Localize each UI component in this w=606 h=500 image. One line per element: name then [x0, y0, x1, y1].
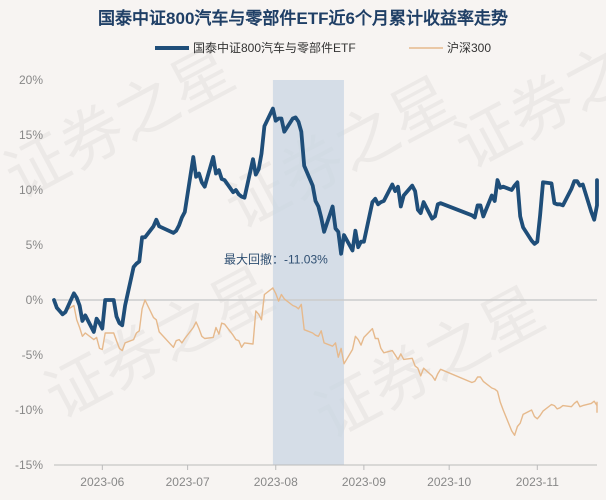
- y-tick-label: 15%: [19, 128, 43, 142]
- x-tick-label: 2023-09: [342, 475, 386, 489]
- x-tick-label: 2023-06: [80, 475, 124, 489]
- chart-title: 国泰中证800汽车与零部件ETF近6个月累计收益率走势: [98, 8, 508, 28]
- y-tick-label: 20%: [19, 73, 43, 87]
- y-tick-label: -10%: [15, 403, 43, 417]
- max-drawdown-band: [272, 80, 344, 465]
- legend-label-index: 沪深300: [447, 41, 491, 55]
- series-line-index: [53, 287, 598, 436]
- y-tick-label: -5%: [22, 348, 44, 362]
- x-tick-label: 2023-08: [254, 475, 298, 489]
- x-tick-label: 2023-11: [516, 475, 559, 489]
- max-drawdown-label: 最大回撤：-11.03%: [224, 252, 328, 267]
- y-tick-label: -15%: [15, 458, 43, 472]
- y-tick-label: 0%: [26, 293, 44, 307]
- y-axis: -15% -10% -5% 0% 5% 10% 15% 20%: [15, 73, 43, 472]
- watermark-text: 证券之星: [443, 2, 606, 183]
- legend-label-etf: 国泰中证800汽车与零部件ETF: [193, 40, 356, 55]
- x-axis: 2023-06 2023-07 2023-08 2023-09 2023-10 2023-…: [80, 465, 559, 489]
- series-line-etf: [52, 106, 599, 334]
- series-lines: [52, 106, 599, 436]
- x-tick-label: 2023-07: [166, 475, 210, 489]
- y-tick-label: 5%: [26, 238, 44, 252]
- legend: 国泰中证800汽车与零部件ETF 沪深300: [155, 40, 491, 55]
- x-tick-label: 2023-10: [427, 475, 471, 489]
- y-tick-label: 10%: [19, 183, 43, 197]
